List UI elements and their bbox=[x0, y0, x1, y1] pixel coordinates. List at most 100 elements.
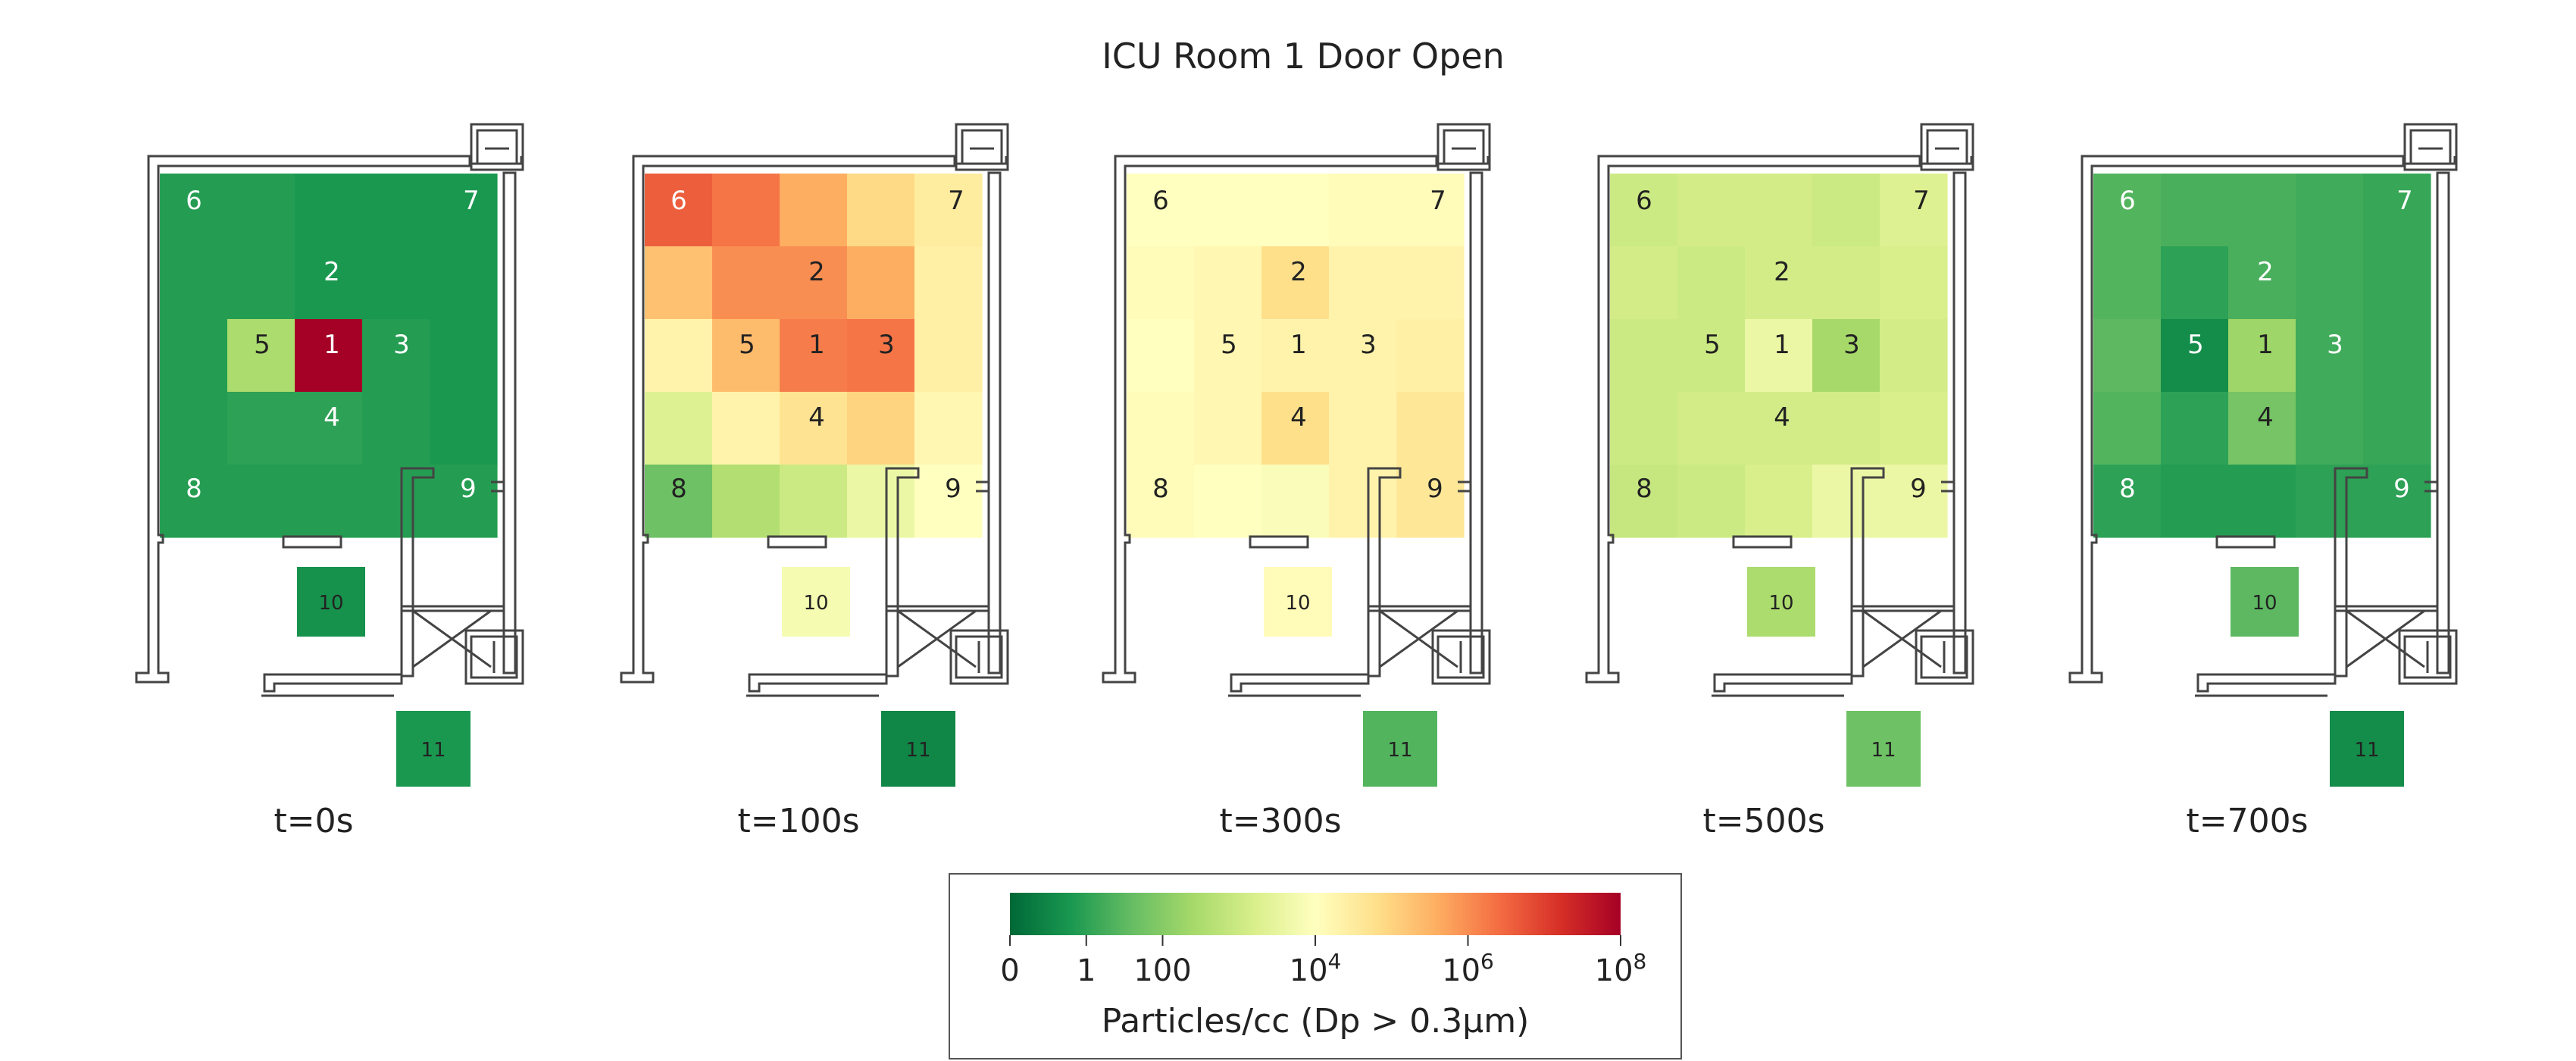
room-label-7: 7 bbox=[948, 186, 964, 216]
heat-cell bbox=[1329, 174, 1397, 247]
room-label-11: 11 bbox=[420, 739, 445, 762]
heat-cell bbox=[1610, 246, 1678, 320]
room-label-11: 11 bbox=[905, 739, 930, 762]
wall-line bbox=[1379, 609, 1458, 668]
room-label-9: 9 bbox=[945, 474, 961, 504]
heat-cell bbox=[847, 392, 915, 465]
colorbar-tick-label: 1 bbox=[1077, 953, 1096, 988]
panel-1: 1 2 3 4 5 6 7 8 9 10 11 t=100s bbox=[620, 123, 1009, 840]
colorbar-ticks: 0 1 100 104 106 108 bbox=[1000, 935, 1646, 988]
room-11-cell bbox=[2330, 711, 2404, 787]
heat-cell bbox=[1745, 319, 1813, 393]
room-label-7: 7 bbox=[1430, 186, 1446, 216]
heat-cell bbox=[914, 465, 983, 538]
heat-cell bbox=[2228, 392, 2296, 465]
room-label-10: 10 bbox=[2252, 592, 2277, 615]
heat-cell bbox=[1261, 174, 1330, 247]
heat-cell bbox=[914, 392, 983, 465]
heat-cells bbox=[645, 174, 983, 538]
heat-cell bbox=[1812, 392, 1880, 465]
room-10-cell bbox=[2231, 567, 2299, 637]
wall-line bbox=[987, 171, 1002, 674]
wall-line bbox=[2424, 480, 2439, 493]
wall-line bbox=[961, 129, 1003, 165]
heat-cell bbox=[362, 174, 430, 247]
heat-cell bbox=[1261, 319, 1330, 393]
room-label-9: 9 bbox=[1427, 474, 1443, 504]
room-label-8: 8 bbox=[1152, 474, 1169, 504]
wall-line bbox=[282, 535, 342, 549]
heat-cells bbox=[1610, 174, 1948, 538]
room-11-cell bbox=[881, 711, 955, 787]
wall-line bbox=[476, 129, 518, 165]
room-label-1: 1 bbox=[324, 330, 340, 360]
heat-cell bbox=[847, 319, 915, 393]
room-label-8: 8 bbox=[671, 474, 687, 504]
room-label-2: 2 bbox=[2257, 257, 2274, 287]
heat-cell bbox=[295, 319, 363, 393]
room-label-10: 10 bbox=[318, 592, 343, 615]
wall-line bbox=[1443, 129, 1485, 165]
wall-line bbox=[1926, 129, 1968, 165]
heat-cell bbox=[2363, 246, 2431, 320]
heat-cell bbox=[1610, 319, 1678, 393]
heat-cell bbox=[227, 465, 295, 538]
wall-line bbox=[1436, 123, 1491, 171]
heat-cell bbox=[1745, 174, 1813, 247]
heat-cell bbox=[645, 392, 713, 465]
panel-4: 1 2 3 4 5 6 7 8 9 10 11 t=700s bbox=[2068, 123, 2458, 840]
heat-cell bbox=[160, 392, 228, 465]
room-10-cell bbox=[1264, 567, 1332, 637]
room-label-7: 7 bbox=[463, 186, 480, 216]
wall-line bbox=[1585, 155, 1921, 684]
room-label-7: 7 bbox=[1913, 186, 1930, 216]
heat-cell bbox=[780, 465, 848, 538]
heat-cell bbox=[1812, 174, 1880, 247]
heat-cell bbox=[2093, 246, 2162, 320]
heat-cell bbox=[2228, 174, 2296, 247]
room-label-2: 2 bbox=[324, 257, 340, 287]
room-label-7: 7 bbox=[2396, 186, 2413, 216]
heat-cell bbox=[1677, 465, 1746, 538]
wall-line bbox=[1732, 535, 1793, 549]
heat-cell bbox=[1880, 174, 1948, 247]
heat-cell bbox=[2363, 174, 2431, 247]
heat-cell bbox=[847, 174, 915, 247]
heat-cell bbox=[295, 174, 363, 247]
wall-line bbox=[1941, 480, 1955, 493]
room-label-11: 11 bbox=[1871, 739, 1896, 762]
wall-line bbox=[2068, 155, 2405, 684]
heat-cell bbox=[1745, 246, 1813, 320]
heat-cell bbox=[914, 246, 983, 320]
wall-line bbox=[2346, 609, 2425, 668]
wall-line bbox=[1102, 155, 1438, 684]
wall-line bbox=[949, 629, 1009, 685]
wall-line bbox=[1469, 171, 1483, 674]
heat-cell bbox=[1812, 319, 1880, 393]
heat-cell bbox=[227, 392, 295, 465]
wall-line bbox=[1952, 171, 1967, 674]
wall-line bbox=[2403, 635, 2452, 679]
time-label: t=500s bbox=[1702, 802, 1824, 840]
wall-line bbox=[1436, 635, 1485, 679]
room-label-6: 6 bbox=[2119, 186, 2136, 216]
heat-cell bbox=[362, 392, 430, 465]
heat-cell bbox=[847, 465, 915, 538]
heat-cell bbox=[712, 174, 780, 247]
wall-line bbox=[1915, 629, 1974, 685]
heat-cell bbox=[430, 465, 498, 538]
wall-line bbox=[464, 629, 524, 685]
wall-line bbox=[1713, 673, 1853, 693]
wall-line bbox=[1230, 673, 1370, 693]
wall-line bbox=[470, 123, 524, 171]
wall-line bbox=[135, 155, 471, 684]
panel-3: 1 2 3 4 5 6 7 8 9 10 11 t=500s bbox=[1585, 123, 1974, 840]
wall-line bbox=[2409, 129, 2452, 165]
heat-cell bbox=[1261, 246, 1330, 320]
wall-line bbox=[263, 673, 403, 693]
colorbar-label: Particles/cc (Dp > 0.3μm) bbox=[1102, 1002, 1530, 1041]
heat-cell bbox=[645, 174, 713, 247]
